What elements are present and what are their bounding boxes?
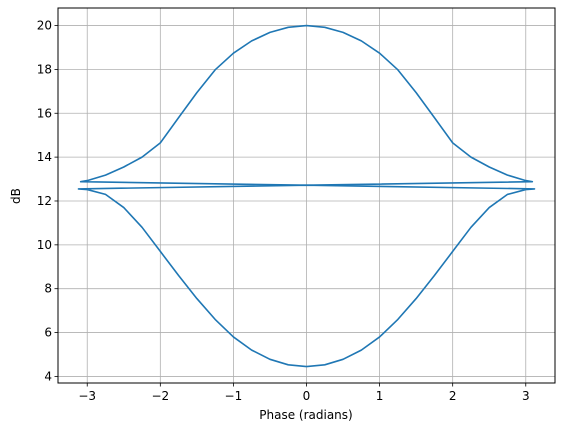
y-tick-label: 12 bbox=[37, 194, 52, 208]
series-line-2 bbox=[77, 184, 536, 368]
y-tick-label: 18 bbox=[37, 62, 52, 76]
x-tick-label: −1 bbox=[225, 389, 243, 403]
y-tick-label: 16 bbox=[37, 106, 52, 120]
x-tick-label: 1 bbox=[376, 389, 384, 403]
series-lines bbox=[77, 24, 536, 368]
y-tick-label: 14 bbox=[37, 150, 52, 164]
x-tick-label: −3 bbox=[78, 389, 96, 403]
x-tick-label: 2 bbox=[449, 389, 457, 403]
x-tick-label: −2 bbox=[151, 389, 169, 403]
y-tick-label: 6 bbox=[44, 326, 52, 340]
x-tick-label: 3 bbox=[522, 389, 530, 403]
y-ticks: 4 6 8 10 12 14 16 18 20 bbox=[37, 19, 58, 383]
y-tick-label: 10 bbox=[37, 238, 52, 252]
x-ticks: −3 −2 −1 0 1 2 3 bbox=[78, 383, 530, 403]
y-tick-label: 8 bbox=[44, 282, 52, 296]
y-tick-label: 4 bbox=[44, 369, 52, 383]
x-tick-label: 0 bbox=[303, 389, 311, 403]
y-axis-label: dB bbox=[9, 188, 23, 204]
x-axis-label: Phase (radians) bbox=[259, 408, 352, 422]
y-tick-label: 20 bbox=[37, 19, 52, 33]
grid bbox=[58, 8, 555, 383]
